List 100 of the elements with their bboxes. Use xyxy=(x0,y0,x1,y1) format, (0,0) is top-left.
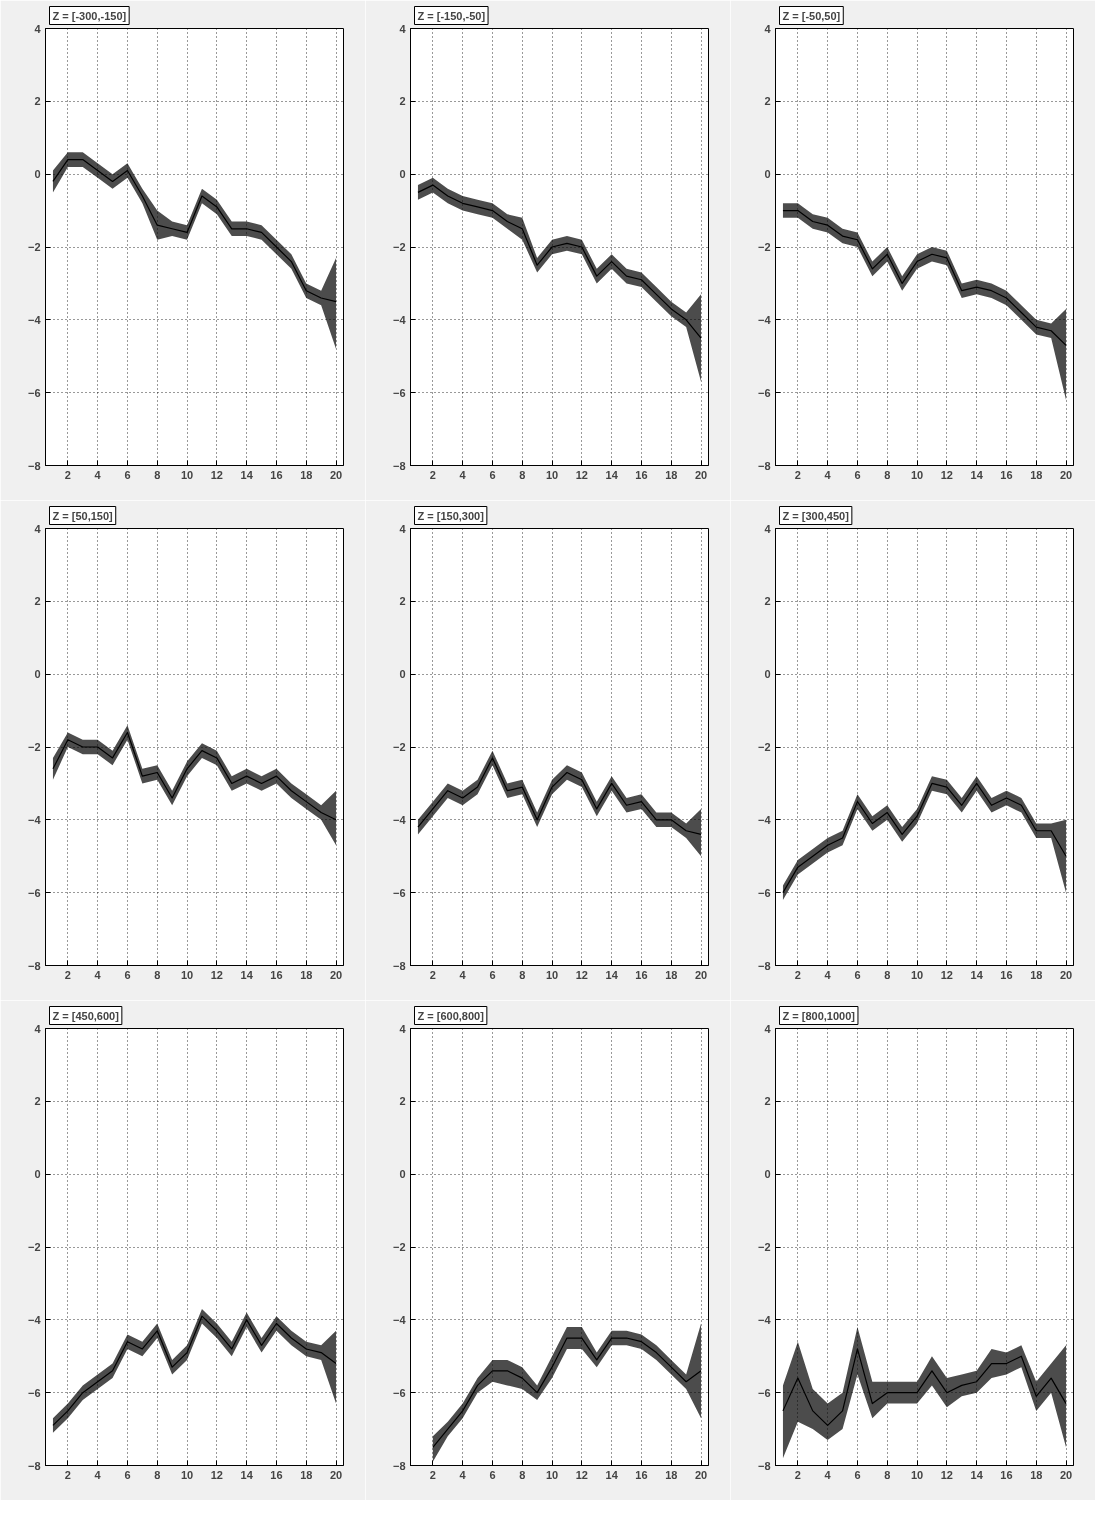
x-tick-label: 12 xyxy=(940,1468,953,1481)
x-tick-label: 18 xyxy=(665,1468,678,1481)
chart-title: Z = [450,600] xyxy=(52,1009,120,1022)
y-tick-label: −4 xyxy=(27,313,42,326)
x-tick-label: 20 xyxy=(1059,468,1073,481)
x-tick-label: 16 xyxy=(635,968,648,981)
x-tick-label: 20 xyxy=(1059,968,1073,981)
x-tick-label: 20 xyxy=(694,968,708,981)
y-tick-label: −2 xyxy=(27,741,41,753)
y-tick-label: 2 xyxy=(34,1095,41,1108)
y-tick-label: 0 xyxy=(399,1168,406,1181)
x-tick-label: 4 xyxy=(94,1468,102,1481)
chart-title: Z = [-150,-50] xyxy=(417,9,486,22)
y-tick-label: 0 xyxy=(34,1168,41,1181)
x-tick-label: 12 xyxy=(210,968,223,981)
x-tick-label: 20 xyxy=(694,1468,708,1481)
y-tick-label: 2 xyxy=(399,95,406,108)
x-tick-label: 14 xyxy=(605,1468,619,1481)
y-tick-label: 4 xyxy=(764,1022,772,1035)
y-tick-label: 2 xyxy=(34,595,41,608)
y-tick-label: −4 xyxy=(392,313,407,326)
x-tick-label: 20 xyxy=(1059,1468,1073,1481)
x-tick-label: 4 xyxy=(824,968,832,981)
chart-title: Z = [-300,-150] xyxy=(52,9,127,22)
x-tick-label: 6 xyxy=(124,1468,131,1481)
x-tick-label: 16 xyxy=(270,968,283,981)
x-tick-label: 2 xyxy=(64,468,71,481)
y-tick-label: 2 xyxy=(764,595,771,608)
y-tick-label: 4 xyxy=(764,522,772,535)
x-tick-label: 16 xyxy=(635,1468,648,1481)
x-tick-label: 2 xyxy=(64,1468,71,1481)
x-tick-label: 2 xyxy=(64,968,71,981)
x-tick-label: 2 xyxy=(794,968,801,981)
x-tick-label: 6 xyxy=(489,468,496,481)
y-tick-label: −4 xyxy=(757,813,772,826)
y-tick-label: −6 xyxy=(392,386,406,399)
y-tick-label: 0 xyxy=(34,668,41,681)
y-tick-label: −8 xyxy=(392,1459,406,1472)
y-tick-label: −6 xyxy=(27,1386,41,1399)
y-tick-label: −2 xyxy=(757,241,771,253)
x-tick-label: 8 xyxy=(884,968,891,981)
x-tick-label: 18 xyxy=(300,468,313,481)
x-tick-label: 2 xyxy=(794,468,801,481)
x-tick-label: 8 xyxy=(519,1468,526,1481)
x-tick-label: 12 xyxy=(210,468,223,481)
x-tick-label: 10 xyxy=(180,1468,194,1481)
x-tick-label: 18 xyxy=(1030,468,1043,481)
x-tick-label: 8 xyxy=(884,468,891,481)
x-tick-label: 4 xyxy=(824,468,832,481)
y-tick-label: 0 xyxy=(764,168,771,181)
y-tick-label: −2 xyxy=(392,241,406,253)
y-tick-label: −8 xyxy=(27,959,41,972)
x-tick-label: 14 xyxy=(605,968,619,981)
y-tick-label: 2 xyxy=(764,95,771,108)
x-tick-label: 20 xyxy=(329,468,343,481)
x-tick-label: 6 xyxy=(124,468,131,481)
x-tick-label: 14 xyxy=(970,468,984,481)
x-tick-label: 14 xyxy=(970,1468,984,1481)
chart-title: Z = [-50,50] xyxy=(782,9,841,22)
y-tick-label: −2 xyxy=(392,1241,406,1253)
chart-title: Z = [600,800] xyxy=(417,1009,485,1022)
x-tick-label: 10 xyxy=(910,968,924,981)
x-tick-label: 12 xyxy=(575,1468,588,1481)
x-tick-label: 8 xyxy=(154,1468,161,1481)
x-tick-label: 8 xyxy=(154,468,161,481)
x-tick-label: 18 xyxy=(1030,1468,1043,1481)
x-tick-label: 4 xyxy=(459,1468,467,1481)
x-tick-label: 8 xyxy=(519,468,526,481)
y-tick-label: 4 xyxy=(34,522,42,535)
y-tick-label: 4 xyxy=(399,522,407,535)
y-tick-label: −6 xyxy=(757,886,771,899)
y-tick-label: 4 xyxy=(399,1022,407,1035)
chart-title: Z = [50,150] xyxy=(52,509,114,522)
x-tick-label: 4 xyxy=(459,468,467,481)
y-tick-label: 0 xyxy=(399,668,406,681)
chart-title: Z = [800,1000] xyxy=(782,1009,856,1022)
x-tick-label: 16 xyxy=(1000,1468,1013,1481)
x-tick-label: 2 xyxy=(429,468,436,481)
x-tick-label: 16 xyxy=(270,468,283,481)
y-tick-label: −4 xyxy=(27,1313,42,1326)
x-tick-label: 16 xyxy=(270,1468,283,1481)
x-tick-label: 16 xyxy=(1000,968,1013,981)
y-tick-label: −6 xyxy=(27,386,41,399)
x-tick-label: 4 xyxy=(824,1468,832,1481)
x-tick-label: 10 xyxy=(545,1468,559,1481)
y-tick-label: 0 xyxy=(764,668,771,681)
y-tick-label: −6 xyxy=(27,886,41,899)
y-tick-label: −8 xyxy=(757,1459,771,1472)
y-tick-label: −4 xyxy=(757,313,772,326)
x-tick-label: 4 xyxy=(94,968,102,981)
y-tick-label: −8 xyxy=(27,1459,41,1472)
x-tick-label: 8 xyxy=(154,968,161,981)
x-tick-label: 12 xyxy=(575,968,588,981)
y-tick-label: −8 xyxy=(757,459,771,472)
y-tick-label: −4 xyxy=(392,1313,407,1326)
y-tick-label: −8 xyxy=(392,459,406,472)
x-tick-label: 18 xyxy=(665,968,678,981)
x-tick-label: 6 xyxy=(854,968,861,981)
x-tick-label: 18 xyxy=(300,968,313,981)
x-tick-label: 10 xyxy=(910,1468,924,1481)
